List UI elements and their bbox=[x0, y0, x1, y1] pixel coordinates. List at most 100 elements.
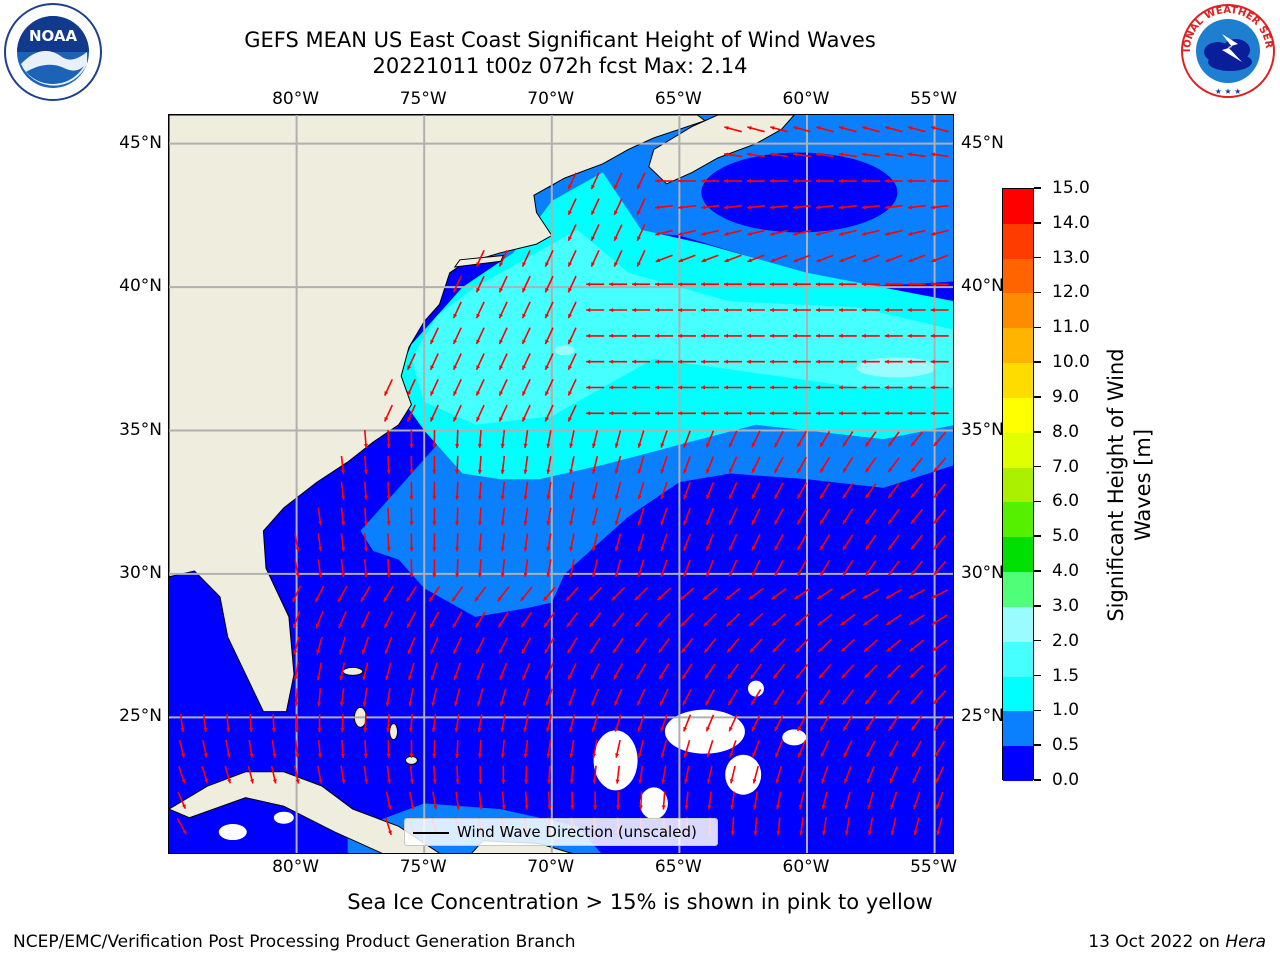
wave-direction-arrow bbox=[613, 663, 624, 680]
wave-direction-arrow bbox=[498, 301, 508, 319]
wave-direction-arrow bbox=[769, 178, 788, 183]
wave-direction-arrow bbox=[725, 613, 741, 627]
wave-direction-arrow bbox=[409, 455, 414, 474]
wave-direction-arrow bbox=[746, 282, 765, 287]
longitude-tick-bottom: 55°W bbox=[910, 857, 958, 877]
colorbar-segment bbox=[1003, 258, 1033, 294]
wave-direction-arrow bbox=[746, 178, 765, 183]
wave-band-0.0-0.5-ne bbox=[701, 152, 898, 233]
wave-direction-arrow bbox=[616, 791, 621, 810]
wave-direction-arrow bbox=[521, 662, 531, 681]
wave-direction-arrow bbox=[660, 739, 668, 758]
wave-direction-arrow bbox=[907, 152, 926, 158]
wave-direction-arrow bbox=[865, 740, 876, 758]
wave-direction-arrow bbox=[567, 224, 577, 242]
latitude-tick-right: 30°N bbox=[961, 562, 1004, 583]
wave-direction-arrow bbox=[678, 385, 696, 390]
wave-direction-arrow bbox=[452, 404, 462, 422]
wave-direction-arrow bbox=[724, 229, 742, 236]
wave-direction-arrow bbox=[567, 301, 577, 319]
wave-direction-arrow bbox=[838, 152, 857, 158]
colorbar-segment bbox=[1003, 572, 1033, 607]
wave-direction-arrow bbox=[930, 204, 949, 210]
wave-direction-arrow bbox=[386, 455, 391, 474]
wave-direction-arrow bbox=[730, 817, 735, 836]
colorbar-tick-mark bbox=[1034, 570, 1041, 572]
wave-direction-arrow bbox=[913, 791, 921, 810]
wave-direction-arrow bbox=[475, 353, 485, 371]
wave-direction-arrow bbox=[177, 791, 187, 810]
wave-direction-arrow bbox=[861, 229, 880, 236]
wave-direction-arrow bbox=[569, 559, 575, 578]
wave-direction-arrow bbox=[683, 482, 691, 500]
map-legend: Wind Wave Direction (unscaled) bbox=[404, 818, 718, 846]
wave-direction-arrow bbox=[476, 662, 485, 681]
wave-direction-arrow bbox=[498, 378, 508, 396]
wave-direction-arrow bbox=[500, 533, 506, 552]
wave-direction-arrow bbox=[609, 308, 628, 313]
wave-direction-arrow bbox=[635, 637, 647, 654]
wave-direction-arrow bbox=[386, 765, 392, 784]
wave-direction-arrow bbox=[792, 411, 811, 416]
map-panel bbox=[168, 114, 954, 854]
north-america-land bbox=[169, 115, 706, 713]
colorbar-segment bbox=[1003, 537, 1033, 573]
wave-direction-arrow bbox=[385, 817, 392, 836]
wave-direction-arrow bbox=[769, 308, 788, 313]
wave-direction-arrow bbox=[820, 740, 830, 758]
map-title: GEFS MEAN US East Coast Significant Heig… bbox=[244, 28, 876, 52]
wave-direction-arrow bbox=[613, 688, 623, 706]
wave-direction-arrow bbox=[454, 688, 461, 707]
wave-direction-arrow bbox=[316, 636, 323, 655]
colorbar-tick-label: 1.0 bbox=[1052, 700, 1080, 721]
legend-line-sample bbox=[413, 832, 449, 834]
colorbar-segment bbox=[1003, 606, 1033, 642]
wave-direction-arrow bbox=[451, 586, 464, 602]
wave-direction-arrow bbox=[910, 431, 923, 447]
wave-direction-arrow bbox=[910, 457, 923, 473]
colorbar-segment bbox=[1003, 293, 1033, 329]
wave-direction-arrow bbox=[887, 689, 901, 705]
wave-direction-arrow bbox=[884, 282, 903, 287]
wave-direction-arrow bbox=[611, 612, 625, 628]
undefined-patch bbox=[725, 754, 762, 795]
wave-direction-arrow bbox=[565, 586, 579, 602]
colorbar-tick-mark bbox=[1034, 431, 1041, 433]
wave-direction-arrow bbox=[884, 385, 903, 390]
longitude-tick-bottom: 65°W bbox=[654, 857, 702, 877]
wave-direction-arrow bbox=[409, 559, 414, 578]
colorbar-label: Significant Height of Wind Waves [m] bbox=[1103, 348, 1157, 621]
wave-direction-arrow bbox=[885, 254, 903, 263]
wave-direction-arrow bbox=[660, 481, 668, 500]
wave-direction-arrow bbox=[907, 308, 926, 313]
wave-direction-arrow bbox=[405, 585, 417, 603]
lat-lon-gridlines bbox=[169, 115, 953, 853]
latitude-tick-left: 45°N bbox=[119, 132, 162, 153]
wave-direction-arrow bbox=[792, 152, 811, 158]
wave-direction-arrow bbox=[727, 663, 739, 680]
wave-direction-arrow bbox=[888, 715, 900, 731]
wave-direction-arrow bbox=[475, 327, 485, 345]
wave-direction-arrow bbox=[683, 430, 691, 448]
colorbar-segment bbox=[1003, 432, 1033, 468]
colorbar-segment bbox=[1003, 397, 1033, 433]
wave-direction-arrow bbox=[815, 282, 834, 287]
wave-direction-arrow bbox=[609, 385, 628, 390]
wind-wave-direction-arrows bbox=[176, 126, 949, 836]
wave-direction-arrow bbox=[887, 457, 900, 473]
wave-direction-arrow bbox=[409, 533, 414, 552]
wave-direction-arrow bbox=[885, 614, 902, 626]
wave-direction-arrow bbox=[432, 507, 437, 526]
wave-direction-arrow bbox=[429, 404, 439, 422]
wave-direction-arrow bbox=[570, 791, 575, 810]
wave-direction-arrow bbox=[818, 664, 832, 679]
wave-direction-arrow bbox=[406, 353, 416, 371]
wave-direction-arrow bbox=[746, 308, 765, 313]
wave-direction-arrow bbox=[861, 333, 880, 338]
wave-direction-arrow bbox=[751, 482, 761, 500]
wave-direction-arrow bbox=[386, 559, 391, 578]
wave-direction-arrow bbox=[544, 327, 554, 345]
wave-direction-arrow bbox=[795, 663, 809, 679]
colorbar-tick-mark bbox=[1034, 674, 1041, 677]
wave-direction-arrow bbox=[728, 456, 738, 474]
